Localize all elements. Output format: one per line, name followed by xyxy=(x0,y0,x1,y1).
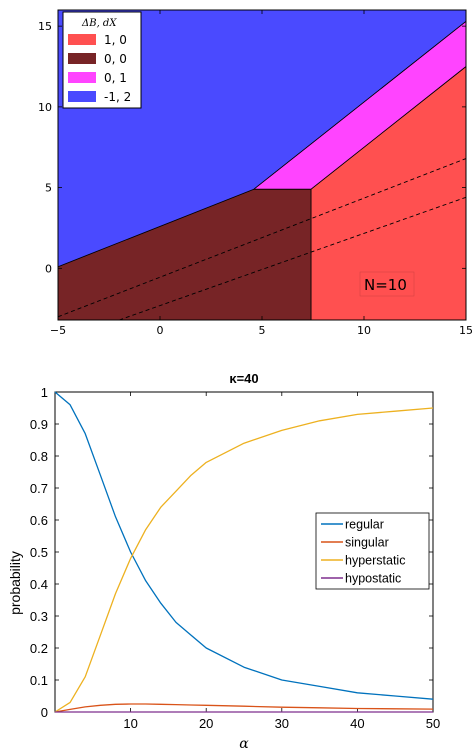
legend-label-0: 1, 0 xyxy=(104,33,127,47)
series-line-regular xyxy=(54,391,434,700)
legend-items: regular singular hyperstatic hypostatic xyxy=(321,518,405,586)
y-tick-label: 0.5 xyxy=(30,545,48,560)
legend-label-hyperstatic: hyperstatic xyxy=(345,554,405,568)
legend: regular singular hyperstatic hypostatic xyxy=(315,512,430,590)
chart-title: κ=40 xyxy=(229,371,258,386)
dashed-line-0 xyxy=(57,158,467,318)
x-tick-label: 10 xyxy=(123,716,137,731)
legend-label-singular: singular xyxy=(345,536,389,550)
y-tick-label: 0.1 xyxy=(30,673,48,688)
y-tick-label: 0.9 xyxy=(30,417,48,432)
x-tick-label: 40 xyxy=(350,716,364,731)
legend-title: ΔB, dX xyxy=(81,18,117,29)
y-tick-label: 0 xyxy=(45,262,52,275)
probability-chart: κ=40 10 20 30 40 50 0 0.1 0.2 0.3 0.4 0.5 0.6 0.7 0.8… xyxy=(7,371,440,751)
legend: ΔB, dX 1, 0 0, 0 0, 1 -1, 2 xyxy=(62,11,142,109)
legend-label-3: -1, 2 xyxy=(104,90,131,104)
legend-swatch-3 xyxy=(68,91,96,102)
tick-layer: 10 20 30 40 50 0 0.1 0.2 0.3 0.4 0.5 0.6 0.7 0.8 0.9 1 xyxy=(30,385,440,731)
y-tick-label: 0.7 xyxy=(30,481,48,496)
y-tick-label: 10 xyxy=(38,101,52,114)
tick-layer: −5 0 5 10 15 0 5 10 15 xyxy=(38,10,473,337)
annotation-text: N=10 xyxy=(364,276,407,294)
y-tick-label: 0.6 xyxy=(30,513,48,528)
x-tick-label: 30 xyxy=(275,716,289,731)
dashed-line-layer xyxy=(57,158,467,321)
legend-label-hypostatic: hypostatic xyxy=(345,572,401,586)
legend-swatch-0 xyxy=(68,34,96,45)
annotation-n: N=10 xyxy=(359,271,415,297)
series-layer xyxy=(54,391,434,713)
region-layer xyxy=(57,9,467,321)
legend-label-1: 0, 0 xyxy=(104,52,127,66)
legend-label-regular: regular xyxy=(345,518,384,532)
y-tick-label: 0.8 xyxy=(30,449,48,464)
y-tick-label: 0.4 xyxy=(30,577,48,592)
x-tick-label: 10 xyxy=(357,324,371,337)
y-tick-label: 0 xyxy=(41,705,48,720)
legend-swatch-2 xyxy=(68,72,96,83)
x-tick-label: 5 xyxy=(259,324,266,337)
legend-label-2: 0, 1 xyxy=(104,71,127,85)
dashed-line-1 xyxy=(119,196,467,321)
legend-swatch-1 xyxy=(68,53,96,64)
y-tick-label: 1 xyxy=(41,385,48,400)
annotation-box xyxy=(359,271,415,297)
y-axis-label: probability xyxy=(7,551,23,615)
y-tick-label: 15 xyxy=(38,20,52,33)
x-axis-label: α xyxy=(239,736,249,751)
x-tick-label: 0 xyxy=(157,324,164,337)
y-tick-label: 0.2 xyxy=(30,641,48,656)
series-line-singular xyxy=(54,703,434,713)
y-tick-label: 0.3 xyxy=(30,609,48,624)
x-tick-label: 15 xyxy=(459,324,473,337)
legend-items: 1, 0 0, 0 0, 1 -1, 2 xyxy=(68,33,131,104)
y-tick-label: 5 xyxy=(45,182,52,195)
x-tick-label: 20 xyxy=(199,716,213,731)
series-line-hyperstatic xyxy=(54,407,434,713)
x-tick-label: 50 xyxy=(426,716,440,731)
x-tick-label: −5 xyxy=(50,324,66,337)
legend-box xyxy=(315,512,430,590)
